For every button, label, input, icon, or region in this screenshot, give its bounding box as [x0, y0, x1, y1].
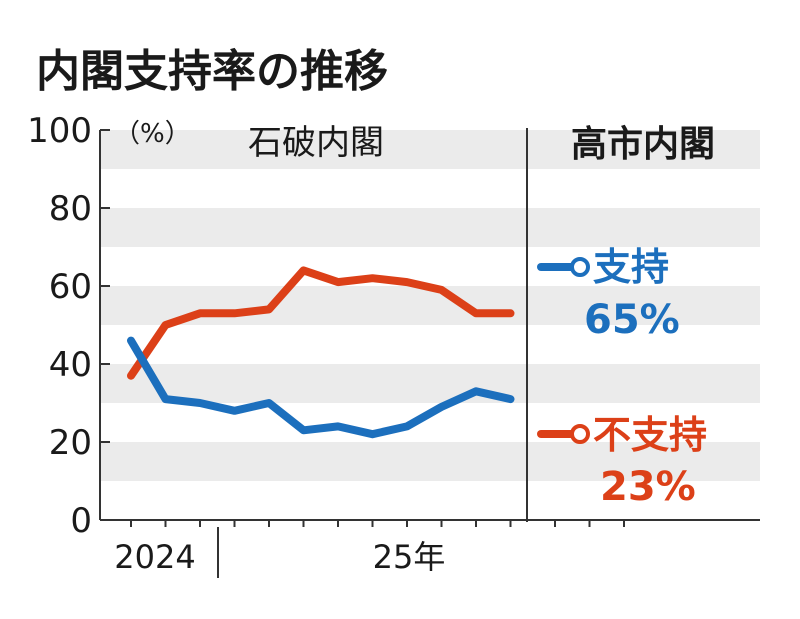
chart-title: 内閣支持率の推移: [36, 46, 388, 97]
grid-band: [100, 286, 760, 325]
latest-disapprove-value: 23%: [600, 464, 696, 510]
grid-band: [100, 364, 760, 403]
grid-bands: [100, 130, 760, 481]
x-tick-label-25: 25年: [373, 538, 446, 576]
legend-disapprove: 不支持 23%: [537, 413, 707, 510]
legend-support-marker: [570, 257, 590, 277]
legend-support-label: 支持: [593, 245, 669, 289]
y-axis: 0 20 40 60 80 100: [27, 111, 110, 541]
period-label-ishiba: 石破内閣: [248, 123, 384, 163]
series-line-support: [127, 336, 515, 439]
y-tick-label: 80: [49, 189, 92, 229]
series-lines: [127, 266, 515, 439]
grid-band: [100, 442, 760, 481]
x-tick-label-2024: 2024: [114, 538, 195, 576]
grid-band: [100, 130, 760, 169]
y-tick-label: 100: [27, 111, 92, 151]
legend-disapprove-marker: [570, 424, 590, 444]
y-tick-label: 40: [49, 345, 92, 385]
y-tick-label: 20: [49, 423, 92, 463]
period-label-takaichi: 高市内閣: [571, 124, 715, 165]
y-tick-label: 60: [49, 267, 92, 307]
series-line-disapprove: [127, 266, 515, 380]
latest-support-value: 65%: [584, 297, 680, 343]
y-axis-unit: （%）: [114, 119, 191, 149]
legend-disapprove-label: 不支持: [593, 413, 707, 457]
y-tick-label: 0: [70, 501, 92, 541]
grid-band: [100, 208, 760, 247]
x-axis: 2024 25年: [100, 519, 760, 578]
legend-support: 支持 65%: [537, 245, 680, 343]
